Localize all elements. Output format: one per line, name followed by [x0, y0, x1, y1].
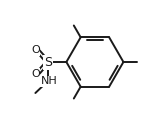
Text: S: S: [44, 56, 52, 68]
Text: O: O: [31, 46, 40, 55]
Text: O: O: [31, 69, 40, 78]
Text: NH: NH: [41, 76, 58, 86]
